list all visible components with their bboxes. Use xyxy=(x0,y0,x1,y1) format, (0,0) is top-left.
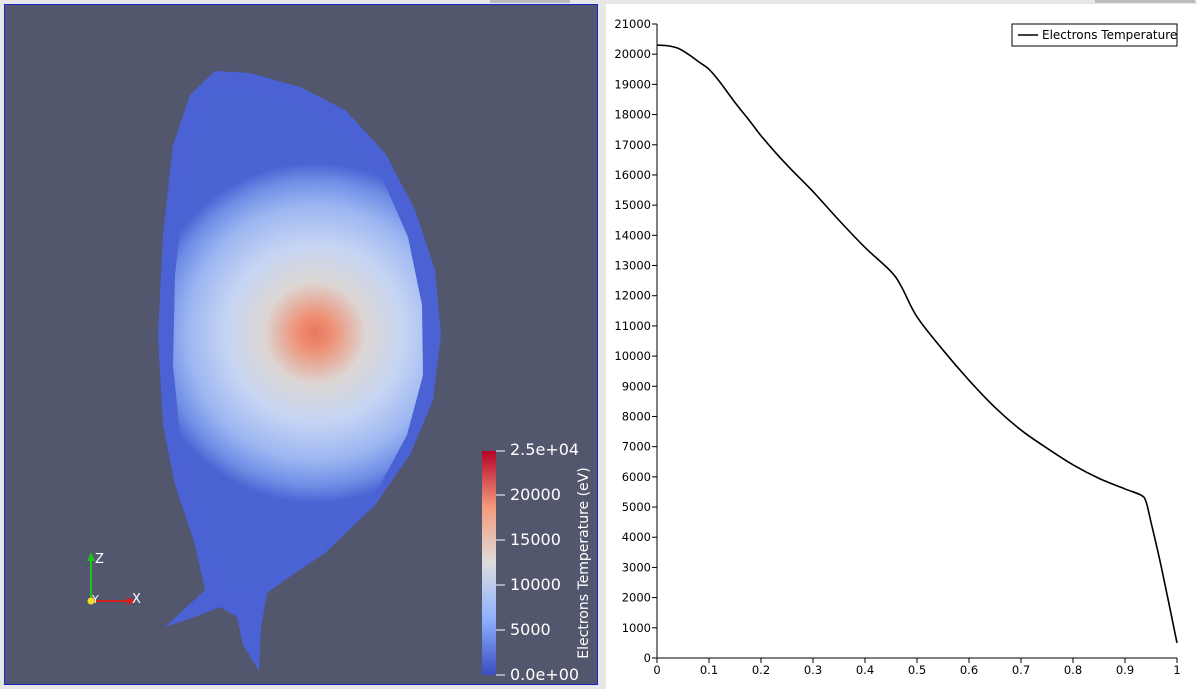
chart-axes xyxy=(656,24,1177,659)
y-tick-label: 3000 xyxy=(622,560,651,574)
render-canvas[interactable]: Z Y X 2.5e+04 20000 15000 10000 5000 0.0… xyxy=(5,5,597,684)
y-tick-label: 7000 xyxy=(622,440,651,454)
x-tick-label: 0.5 xyxy=(908,663,926,677)
y-tick-label: 19000 xyxy=(614,77,651,91)
y-tick-label: 8000 xyxy=(622,409,651,423)
colorbar-max-label: 2.5e+04 xyxy=(510,440,579,459)
x-tick-label: 1 xyxy=(1173,663,1180,677)
y-tick-label: 2000 xyxy=(622,591,651,605)
line-chart-view[interactable]: 0 1000 2000 3000 4000 5000 6000 7000 8000 9000 100… xyxy=(606,4,1197,689)
y-tick-label: 1000 xyxy=(622,621,651,635)
colorbar-tick-label: 10000 xyxy=(510,575,561,594)
axis-x-label: X xyxy=(132,592,141,607)
y-tick-label: 16000 xyxy=(614,168,651,182)
y-axis-ticks: 0 1000 2000 3000 4000 5000 6000 7000 8000 9000 100… xyxy=(614,17,657,665)
x-tick-label: 0.1 xyxy=(700,663,718,677)
x-tick-label: 0.7 xyxy=(1012,663,1030,677)
colorbar-tick-label: 5000 xyxy=(510,620,551,639)
render-view[interactable]: Z Y X 2.5e+04 20000 15000 10000 5000 0.0… xyxy=(4,4,598,685)
x-tick-label: 0.2 xyxy=(752,663,770,677)
y-tick-label: 10000 xyxy=(614,349,651,363)
series-layer xyxy=(656,44,1178,644)
axis-z-label: Z xyxy=(95,552,104,567)
y-tick-label: 0 xyxy=(644,651,651,665)
y-tick-label: 18000 xyxy=(614,108,651,122)
color-legend: 2.5e+04 20000 15000 10000 5000 0.0e+00 E… xyxy=(482,440,592,684)
series-line xyxy=(656,44,1178,644)
x-tick-label: 0.3 xyxy=(804,663,822,677)
legend-entry: Electrons Temperature xyxy=(1042,28,1177,42)
colorbar-title: Electrons Temperature (eV) xyxy=(576,467,592,658)
y-tick-label: 14000 xyxy=(614,228,651,242)
line-chart[interactable]: 0100020003000400050006000700080009000100… xyxy=(606,4,1197,689)
colorbar-tick-label: 20000 xyxy=(510,485,561,504)
colorbar-min-label: 0.0e+00 xyxy=(510,665,579,684)
y-tick-label: 4000 xyxy=(622,530,651,544)
x-tick-label: 0 xyxy=(653,663,660,677)
y-tick-label: 5000 xyxy=(622,500,651,514)
y-tick-label: 21000 xyxy=(614,17,651,31)
y-tick-label: 9000 xyxy=(622,379,651,393)
toolbar-strip xyxy=(490,0,570,3)
x-tick-label: 0.9 xyxy=(1116,663,1134,677)
y-tick-label: 6000 xyxy=(622,470,651,484)
y-tick-label: 17000 xyxy=(614,138,651,152)
y-tick-label: 15000 xyxy=(614,198,651,212)
x-axis-ticks: 0 0.1 0.2 0.3 0.4 0.5 0.6 0.7 0.8 0.9 1 xyxy=(653,658,1181,677)
y-tick-label: 12000 xyxy=(614,289,651,303)
axis-y-label: Y xyxy=(91,593,99,606)
colorbar-tick-label: 15000 xyxy=(510,530,561,549)
x-tick-label: 0.8 xyxy=(1064,663,1082,677)
y-tick-label: 11000 xyxy=(614,319,651,333)
y-tick-label: 20000 xyxy=(614,47,651,61)
y-tick-label: 13000 xyxy=(614,259,651,273)
legend: Electrons Temperature xyxy=(1011,23,1178,47)
x-tick-label: 0.4 xyxy=(856,663,874,677)
orientation-axes: Z Y X xyxy=(87,552,141,607)
x-tick-label: 0.6 xyxy=(960,663,978,677)
plasma-core xyxy=(173,90,423,590)
toolbar-strip xyxy=(1095,0,1195,3)
